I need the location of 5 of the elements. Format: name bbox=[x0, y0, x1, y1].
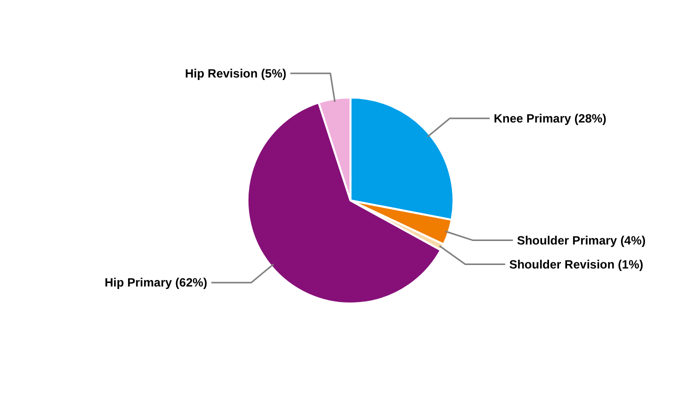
slice-label: Shoulder Revision (1%) bbox=[509, 257, 644, 272]
slice-label: Hip Primary (62%) bbox=[104, 276, 208, 290]
slice-label: Knee Primary (28%) bbox=[494, 111, 606, 126]
slice-label: Shoulder Primary (4%) bbox=[516, 233, 646, 248]
slice-label: Hip Revision (5%) bbox=[185, 66, 286, 80]
